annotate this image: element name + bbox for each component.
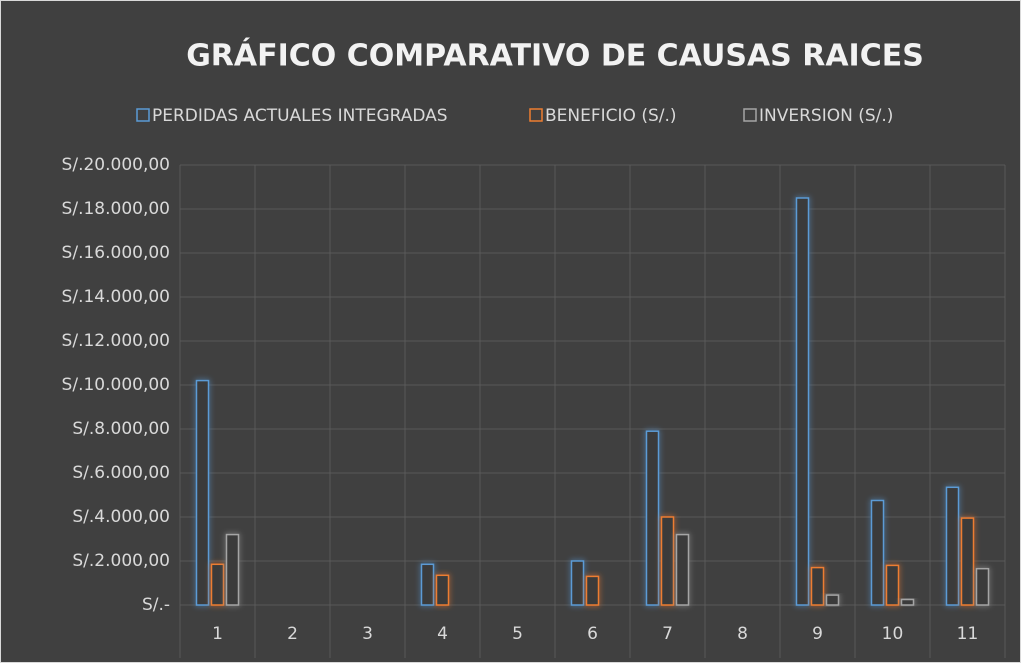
bar (945, 486, 960, 606)
legend-label: BENEFICIO (S/.) (545, 106, 677, 126)
bar (810, 566, 825, 606)
bar (195, 379, 210, 606)
bar (660, 516, 675, 606)
y-tick-label: S/.10.000,00 (62, 375, 170, 395)
x-tick-label: 6 (587, 624, 598, 644)
bar (585, 575, 600, 606)
bar (795, 197, 810, 606)
bar (645, 430, 660, 606)
x-tick-label: 7 (662, 624, 673, 644)
chart-title: GRÁFICO COMPARATIVO DE CAUSAS RAICES (186, 38, 924, 74)
y-tick-label: S/.4.000,00 (72, 507, 170, 527)
bar (960, 517, 975, 606)
y-tick-label: S/.12.000,00 (62, 331, 170, 351)
x-tick-label: 2 (287, 624, 298, 644)
bar (570, 560, 585, 606)
legend-swatch (136, 108, 150, 122)
legend-swatch (743, 108, 757, 122)
bar (900, 598, 915, 606)
bar (675, 533, 690, 606)
bar (210, 563, 225, 606)
x-tick-label: 9 (812, 624, 823, 644)
x-tick-label: 3 (362, 624, 373, 644)
y-tick-label: S/.- (142, 595, 170, 615)
bar (825, 594, 840, 606)
bar (420, 563, 435, 606)
y-tick-label: S/.8.000,00 (72, 419, 170, 439)
y-tick-label: S/.16.000,00 (62, 243, 170, 263)
x-tick-label: 10 (882, 624, 904, 644)
bar (435, 574, 450, 606)
bar (225, 533, 240, 606)
legend-label: INVERSION (S/.) (759, 106, 893, 126)
x-tick-label: 11 (957, 624, 979, 644)
legend-label: PERDIDAS ACTUALES INTEGRADAS (152, 106, 448, 126)
y-tick-label: S/.20.000,00 (62, 155, 170, 175)
bar (885, 564, 900, 606)
x-tick-label: 4 (437, 624, 448, 644)
x-tick-label: 5 (512, 624, 523, 644)
y-tick-label: S/.18.000,00 (62, 199, 170, 219)
y-tick-label: S/.2.000,00 (72, 551, 170, 571)
x-tick-label: 1 (212, 624, 223, 644)
bar (975, 567, 990, 606)
y-tick-label: S/.14.000,00 (62, 287, 170, 307)
legend-swatch (529, 108, 543, 122)
bar (870, 499, 885, 606)
y-tick-label: S/.6.000,00 (72, 463, 170, 483)
x-tick-label: 8 (737, 624, 748, 644)
